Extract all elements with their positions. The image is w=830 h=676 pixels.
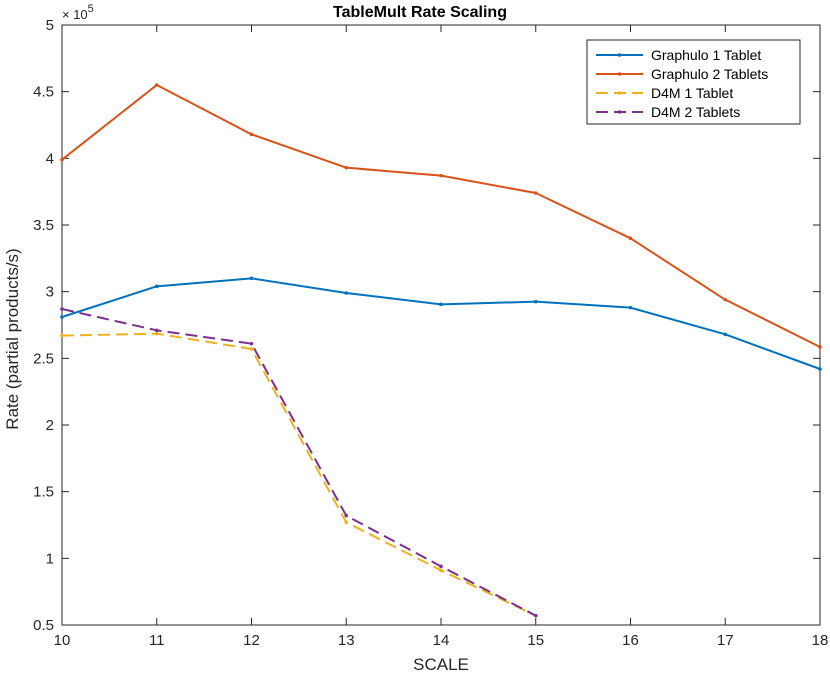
axis-ticks: 10 11 12 13 14 15 16 17 18 0.5 1 1.5 2 2.5 3 3.5 4 4.5 5 [33, 17, 828, 649]
data-point-graphulo-2-tablets [723, 297, 728, 302]
data-point-d4m-2-tablets [60, 307, 64, 311]
data-point-graphulo-1-tablet [533, 299, 538, 304]
legend-marker-graphulo-1-tablet [617, 53, 622, 57]
data-point-d4m-2-tablets [344, 513, 349, 518]
y-multiplier-base: × 10 [62, 7, 88, 22]
x-tick-label: 16 [622, 632, 639, 649]
x-tick-label: 13 [338, 632, 355, 649]
data-point-graphulo-2-tablets [628, 236, 633, 241]
data-point-graphulo-1-tablet [344, 291, 349, 295]
x-tick-label: 14 [433, 632, 450, 649]
data-point-graphulo-1-tablet [628, 305, 633, 310]
y-tick-label: 5 [46, 17, 54, 34]
x-tick-label: 17 [717, 632, 734, 649]
legend-items: Graphulo 1 Tablet Graphulo 2 Tablets D4M 1… [596, 47, 768, 120]
y-tick-label: 3 [46, 284, 54, 301]
data-point-graphulo-1-tablet [60, 315, 64, 319]
data-point-d4m-1-tablet [344, 520, 349, 525]
y-tick-label: 0.5 [33, 617, 54, 634]
y-tick-label: 2 [46, 417, 54, 434]
data-point-d4m-1-tablet [154, 331, 159, 336]
data-point-d4m-1-tablet [439, 568, 443, 573]
y-tick-label: 2.5 [33, 350, 54, 367]
legend-label-graphulo-2-tablets: Graphulo 2 Tablets [651, 66, 768, 82]
data-point-graphulo-2-tablets [154, 83, 159, 87]
data-point-d4m-2-tablets [249, 341, 254, 346]
data-point-graphulo-2-tablets [344, 165, 349, 170]
y-tick-label: 3.5 [33, 217, 54, 234]
y-axis-multiplier: × 105 [62, 3, 94, 22]
data-point-graphulo-1-tablet [818, 367, 822, 371]
data-point-graphulo-1-tablet [154, 284, 159, 289]
data-point-d4m-2-tablets [439, 564, 443, 569]
legend-label-d4m-2-tablets: D4M 2 Tablets [651, 104, 740, 120]
data-point-d4m-2-tablets [154, 328, 159, 333]
legend-label-d4m-1-tablet: D4M 1 Tablet [651, 85, 733, 101]
x-axis-label: SCALE [413, 655, 469, 674]
legend-label-graphulo-1-tablet: Graphulo 1 Tablet [651, 47, 761, 63]
data-point-graphulo-2-tablets [60, 157, 64, 162]
x-tick-label: 10 [54, 632, 71, 649]
y-axis-label: Rate (partial products/s) [3, 248, 22, 429]
data-point-graphulo-1-tablet [439, 302, 443, 307]
legend-marker-d4m-2-tablets [617, 110, 622, 114]
series-lines [60, 83, 822, 618]
data-point-graphulo-1-tablet [723, 332, 728, 337]
x-tick-label: 11 [149, 632, 165, 649]
x-tick-label: 18 [812, 632, 829, 649]
data-point-d4m-1-tablet [249, 347, 254, 351]
y-tick-label: 1.5 [33, 484, 54, 501]
data-point-graphulo-2-tablets [439, 173, 443, 178]
series-line-d4m-2-tablets [61, 308, 537, 617]
x-tick-label: 15 [527, 632, 544, 649]
y-tick-label: 4.5 [33, 84, 54, 101]
data-point-d4m-1-tablet [60, 333, 64, 338]
legend-marker-d4m-1-tablet [617, 91, 622, 95]
legend-marker-graphulo-2-tablets [617, 72, 622, 76]
chart-title: TableMult Rate Scaling [333, 4, 507, 21]
legend: Graphulo 1 Tablet Graphulo 2 Tablets D4M 1… [586, 39, 801, 125]
data-point-d4m-2-tablets [533, 613, 538, 618]
y-tick-label: 1 [46, 550, 54, 567]
x-tick-label: 12 [243, 632, 260, 649]
y-multiplier-exponent: 5 [88, 3, 94, 15]
y-tick-label: 4 [46, 150, 54, 167]
data-point-graphulo-2-tablets [818, 345, 822, 349]
data-point-graphulo-2-tablets [533, 191, 538, 195]
series-line-d4m-1-tablet [61, 332, 537, 617]
data-point-graphulo-2-tablets [249, 132, 254, 137]
data-point-graphulo-1-tablet [249, 276, 254, 281]
